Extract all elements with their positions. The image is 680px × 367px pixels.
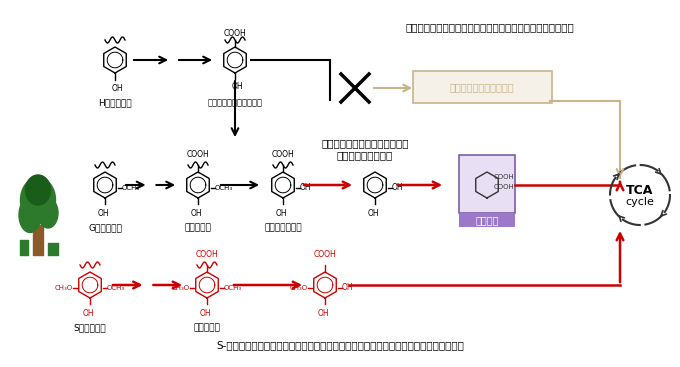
- Text: 合成する経路を導入: 合成する経路を導入: [337, 150, 393, 160]
- Text: OH: OH: [392, 184, 404, 193]
- Text: cycle: cycle: [626, 197, 654, 207]
- Text: 本来機能する代謝経路を、遺伝子組換えにより機能させない: 本来機能する代謝経路を、遺伝子組換えにより機能させない: [406, 22, 575, 32]
- Text: OCH₃: OCH₃: [224, 285, 242, 291]
- Text: CH₃O: CH₃O: [55, 285, 73, 291]
- Ellipse shape: [26, 175, 50, 205]
- Text: OH: OH: [199, 309, 211, 318]
- Text: CH₃O: CH₃O: [290, 285, 308, 291]
- Text: S-リグニンの代謝経路を活用して、増殖のための炭素源・エネルギー源を獲得させる。: S-リグニンの代謝経路を活用して、増殖のための炭素源・エネルギー源を獲得させる。: [216, 340, 464, 350]
- Text: OH: OH: [317, 309, 329, 318]
- Text: ４－ヒドロキシ安息香酸: ４－ヒドロキシ安息香酸: [207, 98, 262, 107]
- FancyBboxPatch shape: [459, 213, 515, 227]
- Text: バニリン酸: バニリン酸: [184, 223, 211, 232]
- Text: OH: OH: [97, 209, 109, 218]
- Text: OH: OH: [342, 283, 354, 292]
- Text: プロトカテク酸: プロトカテク酸: [265, 223, 302, 232]
- Text: S－リグニン: S－リグニン: [73, 323, 106, 332]
- Text: OH: OH: [231, 82, 243, 91]
- Text: COOH: COOH: [494, 184, 515, 190]
- Text: シリンガ酸: シリンガ酸: [194, 323, 220, 332]
- Text: OH: OH: [112, 84, 123, 93]
- Text: H－リグニン: H－リグニン: [98, 98, 132, 107]
- Text: OCH₃: OCH₃: [122, 185, 140, 191]
- Text: OCH₃: OCH₃: [215, 185, 233, 191]
- Text: ムコン酸: ムコン酸: [475, 215, 498, 225]
- Text: OH: OH: [82, 309, 94, 318]
- Text: COOH: COOH: [196, 250, 218, 259]
- FancyBboxPatch shape: [413, 71, 552, 103]
- Text: OCH₃: OCH₃: [107, 285, 125, 291]
- Text: 遺伝子組換えによりムコン酸を: 遺伝子組換えによりムコン酸を: [321, 138, 409, 148]
- Text: COOH: COOH: [271, 150, 294, 159]
- Text: COOH: COOH: [494, 174, 515, 180]
- Text: OH: OH: [275, 209, 287, 218]
- Text: OH: OH: [300, 184, 311, 193]
- FancyBboxPatch shape: [459, 155, 515, 213]
- Text: OH: OH: [190, 209, 202, 218]
- Text: G－リグニン: G－リグニン: [88, 223, 122, 232]
- Ellipse shape: [20, 178, 56, 222]
- Text: COOH: COOH: [313, 250, 337, 259]
- Text: OH: OH: [367, 209, 379, 218]
- Text: TCA: TCA: [626, 184, 653, 196]
- Text: COOH: COOH: [224, 29, 246, 38]
- Ellipse shape: [19, 197, 41, 233]
- Text: COOH: COOH: [186, 150, 209, 159]
- Text: プロトカテク酸代謝経路: プロトカテク酸代謝経路: [449, 82, 514, 92]
- Ellipse shape: [38, 198, 58, 228]
- Text: CH₃O: CH₃O: [172, 285, 190, 291]
